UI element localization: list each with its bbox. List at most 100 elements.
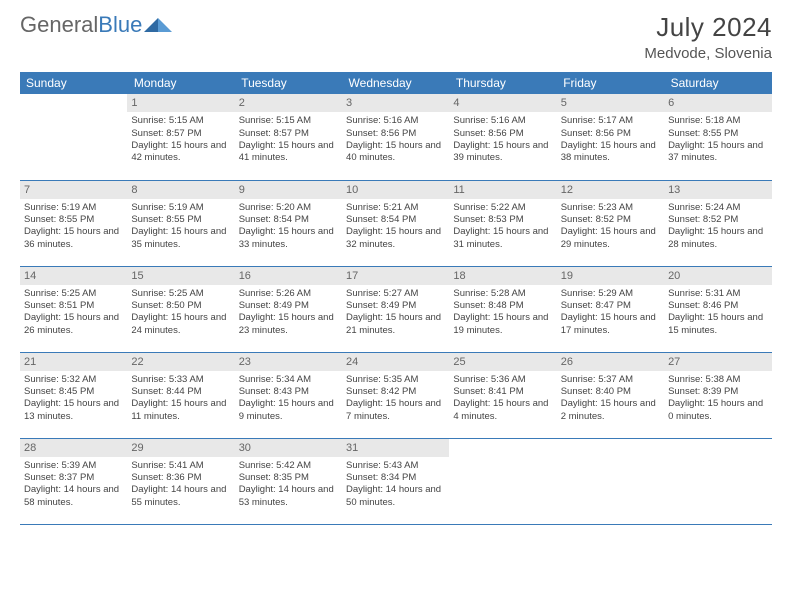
day-number: 9 <box>235 181 342 199</box>
daylight-line: Daylight: 15 hours and 2 minutes. <box>561 398 660 423</box>
sunset-line: Sunset: 8:54 PM <box>346 214 445 226</box>
calendar-day-cell: 27Sunrise: 5:38 AMSunset: 8:39 PMDayligh… <box>664 352 771 438</box>
daylight-line: Daylight: 15 hours and 37 minutes. <box>668 140 767 165</box>
calendar-day-cell: 5 Sunrise: 5:17 AMSunset: 8:56 PMDaylight… <box>557 94 664 180</box>
sunrise-line: Sunrise: 5:24 AM <box>668 202 767 214</box>
calendar-week-row: 7Sunrise: 5:19 AMSunset: 8:55 PMDaylight… <box>20 180 772 266</box>
sunrise-line: Sunrise: 5:25 AM <box>24 288 123 300</box>
sunset-line: Sunset: 8:45 PM <box>24 386 123 398</box>
sunrise-line: Sunrise: 5:33 AM <box>131 374 230 386</box>
calendar-day-cell <box>20 94 127 180</box>
sunset-line: Sunset: 8:37 PM <box>24 472 123 484</box>
weekday-header: Tuesday <box>235 72 342 94</box>
day-number: 6 <box>664 94 771 112</box>
day-number: 15 <box>127 267 234 285</box>
daylight-line: Daylight: 15 hours and 36 minutes. <box>24 226 123 251</box>
day-number: 13 <box>664 181 771 199</box>
day-number: 10 <box>342 181 449 199</box>
calendar-day-cell: 20Sunrise: 5:31 AMSunset: 8:46 PMDayligh… <box>664 266 771 352</box>
sunrise-line: Sunrise: 5:42 AM <box>239 460 338 472</box>
sunset-line: Sunset: 8:54 PM <box>239 214 338 226</box>
daylight-line: Daylight: 15 hours and 21 minutes. <box>346 312 445 337</box>
daylight-line: Daylight: 15 hours and 4 minutes. <box>453 398 552 423</box>
month-title: July 2024 <box>644 12 772 43</box>
calendar-day-cell: 29Sunrise: 5:41 AMSunset: 8:36 PMDayligh… <box>127 438 234 524</box>
weekday-header: Monday <box>127 72 234 94</box>
brand-logo: GeneralBlue <box>20 12 172 38</box>
sunrise-line: Sunrise: 5:38 AM <box>668 374 767 386</box>
sunset-line: Sunset: 8:47 PM <box>561 300 660 312</box>
calendar-day-cell <box>449 438 556 524</box>
weekday-header-row: SundayMondayTuesdayWednesdayThursdayFrid… <box>20 72 772 94</box>
brand-word-1: General <box>20 12 98 38</box>
sunrise-line: Sunrise: 5:16 AM <box>346 115 445 127</box>
daylight-line: Daylight: 15 hours and 19 minutes. <box>453 312 552 337</box>
day-number: 28 <box>20 439 127 457</box>
day-number: 22 <box>127 353 234 371</box>
title-block: July 2024 Medvode, Slovenia <box>644 12 772 62</box>
calendar-day-cell: 10Sunrise: 5:21 AMSunset: 8:54 PMDayligh… <box>342 180 449 266</box>
sunset-line: Sunset: 8:55 PM <box>24 214 123 226</box>
sunset-line: Sunset: 8:56 PM <box>561 128 660 140</box>
day-number: 24 <box>342 353 449 371</box>
sunset-line: Sunset: 8:35 PM <box>239 472 338 484</box>
calendar-day-cell: 18Sunrise: 5:28 AMSunset: 8:48 PMDayligh… <box>449 266 556 352</box>
sunrise-line: Sunrise: 5:17 AM <box>561 115 660 127</box>
sunrise-line: Sunrise: 5:16 AM <box>453 115 552 127</box>
calendar-body: 1Sunrise: 5:15 AMSunset: 8:57 PMDaylight… <box>20 94 772 524</box>
sunrise-line: Sunrise: 5:31 AM <box>668 288 767 300</box>
calendar-day-cell: 17Sunrise: 5:27 AMSunset: 8:49 PMDayligh… <box>342 266 449 352</box>
sunrise-line: Sunrise: 5:27 AM <box>346 288 445 300</box>
sunset-line: Sunset: 8:53 PM <box>453 214 552 226</box>
sunset-line: Sunset: 8:42 PM <box>346 386 445 398</box>
daylight-line: Daylight: 14 hours and 58 minutes. <box>24 484 123 509</box>
calendar-day-cell: 3Sunrise: 5:16 AMSunset: 8:56 PMDaylight… <box>342 94 449 180</box>
calendar-day-cell: 26Sunrise: 5:37 AMSunset: 8:40 PMDayligh… <box>557 352 664 438</box>
calendar-day-cell: 21Sunrise: 5:32 AMSunset: 8:45 PMDayligh… <box>20 352 127 438</box>
daylight-line: Daylight: 15 hours and 40 minutes. <box>346 140 445 165</box>
sunrise-line: Sunrise: 5:25 AM <box>131 288 230 300</box>
calendar-week-row: 28Sunrise: 5:39 AMSunset: 8:37 PMDayligh… <box>20 438 772 524</box>
sunset-line: Sunset: 8:50 PM <box>131 300 230 312</box>
sunset-line: Sunset: 8:56 PM <box>453 128 552 140</box>
sunrise-line: Sunrise: 5:32 AM <box>24 374 123 386</box>
day-number: 30 <box>235 439 342 457</box>
calendar-day-cell: 4Sunrise: 5:16 AMSunset: 8:56 PMDaylight… <box>449 94 556 180</box>
day-number: 18 <box>449 267 556 285</box>
sunrise-line: Sunrise: 5:19 AM <box>131 202 230 214</box>
calendar-day-cell: 23Sunrise: 5:34 AMSunset: 8:43 PMDayligh… <box>235 352 342 438</box>
calendar-week-row: 14Sunrise: 5:25 AMSunset: 8:51 PMDayligh… <box>20 266 772 352</box>
day-number: 2 <box>235 94 342 112</box>
sunset-line: Sunset: 8:57 PM <box>239 128 338 140</box>
calendar-week-row: 21 Sunrise: 5:32 AMSunset: 8:45 PM Dayligh… <box>20 352 772 438</box>
sunrise-line: Sunrise: 5:18 AM <box>668 115 767 127</box>
calendar-day-cell <box>557 438 664 524</box>
day-number: 21 <box>20 353 127 371</box>
logo-mark-icon <box>144 12 172 38</box>
calendar-day-cell: 9 Sunrise: 5:20 AMSunset: 8:54 PMDaylight… <box>235 180 342 266</box>
sunset-line: Sunset: 8:43 PM <box>239 386 338 398</box>
day-number: 3 <box>342 94 449 112</box>
calendar-day-cell: 16Sunrise: 5:26 AMSunset: 8:49 PMDayligh… <box>235 266 342 352</box>
calendar-day-cell: 22Sunrise: 5:33 AMSunset: 8:44 PMDayligh… <box>127 352 234 438</box>
daylight-line: Daylight: 15 hours and 39 minutes. <box>453 140 552 165</box>
sunset-line: Sunset: 8:49 PM <box>239 300 338 312</box>
calendar-day-cell: 14Sunrise: 5:25 AMSunset: 8:51 PMDayligh… <box>20 266 127 352</box>
day-number: 17 <box>342 267 449 285</box>
sunset-line: Sunset: 8:36 PM <box>131 472 230 484</box>
sunset-line: Sunset: 8:51 PM <box>24 300 123 312</box>
sunset-line: Sunset: 8:52 PM <box>561 214 660 226</box>
day-number: 5 <box>557 94 664 112</box>
daylight-line: Daylight: 15 hours and 32 minutes. <box>346 226 445 251</box>
sunrise-line: Sunrise: 5:34 AM <box>239 374 338 386</box>
calendar-week-row: 1Sunrise: 5:15 AMSunset: 8:57 PMDaylight… <box>20 94 772 180</box>
daylight-line: Daylight: 15 hours and 38 minutes. <box>561 140 660 165</box>
weekday-header: Sunday <box>20 72 127 94</box>
daylight-line: Daylight: 15 hours and 33 minutes. <box>239 226 338 251</box>
weekday-header: Friday <box>557 72 664 94</box>
sunset-line: Sunset: 8:48 PM <box>453 300 552 312</box>
sunrise-line: Sunrise: 5:20 AM <box>239 202 338 214</box>
daylight-line: Daylight: 15 hours and 28 minutes. <box>668 226 767 251</box>
header: GeneralBlue July 2024 Medvode, Slovenia <box>20 12 772 62</box>
calendar-day-cell: 15Sunrise: 5:25 AMSunset: 8:50 PMDayligh… <box>127 266 234 352</box>
